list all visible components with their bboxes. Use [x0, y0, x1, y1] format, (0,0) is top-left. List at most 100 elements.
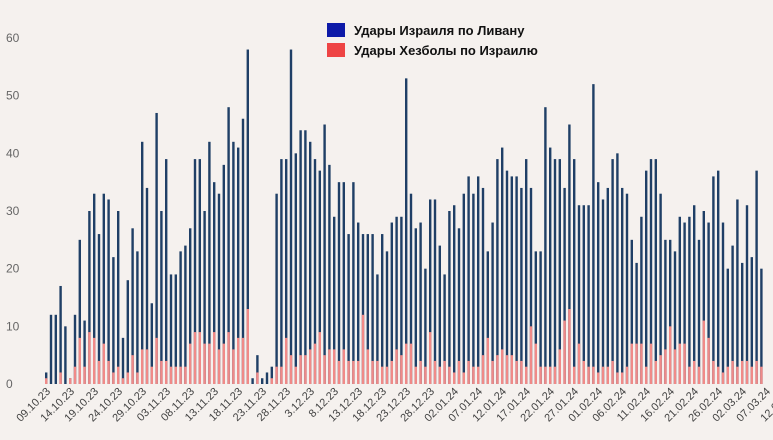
bar-hezbollah — [150, 366, 153, 384]
bar-hezbollah — [328, 349, 331, 384]
bar-israel — [649, 159, 653, 384]
bar-israel — [361, 234, 365, 384]
bar-israel — [741, 262, 744, 384]
bar-hezbollah — [640, 343, 643, 384]
bar-israel — [755, 170, 758, 384]
bar-israel — [246, 49, 249, 385]
bar-hezbollah — [117, 366, 120, 384]
bar-hezbollah — [501, 349, 504, 384]
legend-label-israel: Удары Израиля по Ливану — [354, 23, 525, 38]
bar-hezbollah — [693, 360, 696, 384]
bar-israel — [160, 211, 163, 384]
bar-hezbollah — [597, 372, 600, 384]
bar-hezbollah — [304, 355, 307, 384]
bar-hezbollah — [227, 332, 230, 384]
bar-hezbollah — [232, 349, 235, 384]
bar-israel — [462, 193, 465, 384]
bar-israel — [371, 234, 374, 384]
bar-hezbollah — [217, 349, 221, 384]
bar-hezbollah — [313, 343, 317, 384]
bar-israel — [88, 211, 91, 384]
legend: Удары Израиля по Ливану Удары Хезболы по… — [327, 23, 538, 58]
bar-israel — [299, 130, 302, 384]
bar-hezbollah — [573, 366, 576, 384]
bar-israel — [64, 326, 67, 384]
bar-israel — [549, 147, 552, 384]
bar-israel — [515, 176, 518, 384]
bar-hezbollah — [189, 343, 192, 384]
bar-hezbollah — [741, 360, 744, 384]
bar-israel — [409, 193, 413, 384]
bar-hezbollah — [107, 360, 110, 384]
bar-hezbollah — [112, 372, 115, 384]
bar-hezbollah — [270, 378, 273, 384]
bar-israel — [721, 222, 725, 384]
bar-israel — [553, 159, 557, 384]
bar-hezbollah — [289, 355, 293, 384]
bar-hezbollah — [616, 372, 619, 384]
bar-hezbollah — [755, 360, 758, 384]
bar-hezbollah — [83, 366, 86, 384]
bar-israel — [558, 159, 561, 384]
bar-israel — [217, 193, 221, 384]
bar-hezbollah — [721, 372, 725, 384]
bar-israel — [438, 245, 441, 384]
bar-hezbollah — [654, 360, 657, 384]
bar-hezbollah — [366, 349, 369, 384]
bar-israel — [467, 176, 470, 384]
bar-hezbollah — [544, 366, 547, 384]
bar-israel — [117, 211, 120, 384]
bar-hezbollah — [707, 337, 710, 384]
bar-hezbollah — [750, 366, 753, 384]
bar-hezbollah — [198, 332, 201, 384]
bar-israel — [736, 199, 739, 384]
bar-israel — [654, 159, 657, 384]
bar-israel — [256, 355, 259, 384]
bar-hezbollah — [515, 360, 518, 384]
bar-israel — [731, 245, 734, 384]
bar-hezbollah — [448, 366, 451, 384]
legend-swatch-hezbollah — [327, 43, 345, 57]
bar-hezbollah — [745, 360, 749, 384]
bar-israel — [544, 107, 547, 384]
bar-israel — [78, 239, 81, 384]
bar-hezbollah — [93, 337, 96, 384]
bar-israel — [145, 187, 149, 384]
bar-hezbollah — [568, 309, 571, 384]
bar-israel — [611, 159, 614, 384]
bar-israel — [241, 118, 245, 384]
bar-israel — [285, 159, 288, 384]
bar-israel — [357, 222, 360, 384]
bar-israel — [261, 378, 264, 384]
bar-hezbollah — [625, 366, 629, 384]
bar-hezbollah — [702, 320, 705, 384]
bar-israel — [150, 303, 153, 384]
bar-israel — [318, 170, 321, 384]
bar-hezbollah — [59, 372, 62, 384]
bar-hezbollah — [169, 366, 173, 384]
bar-hezbollah — [381, 366, 384, 384]
bar-israel — [525, 159, 528, 384]
bar-israel — [83, 320, 86, 384]
bar-israel — [717, 170, 720, 384]
bar-israel — [131, 228, 134, 384]
bar-hezbollah — [88, 332, 91, 384]
bar-israel — [616, 153, 619, 384]
bar-hezbollah — [400, 355, 403, 384]
bar-hezbollah — [491, 360, 494, 384]
bar-hezbollah — [582, 360, 585, 384]
bar-hezbollah — [481, 355, 485, 384]
bar-israel — [577, 205, 581, 384]
bar-hezbollah — [510, 355, 513, 384]
bar-israel — [280, 159, 283, 384]
bar-hezbollah — [414, 366, 417, 384]
bar-israel — [745, 205, 749, 384]
bar-hezbollah — [736, 366, 739, 384]
bar-hezbollah — [601, 366, 605, 384]
bar-israel — [453, 205, 456, 384]
bar-israel — [141, 141, 144, 384]
bar-hezbollah — [241, 337, 245, 384]
bar-israel — [443, 274, 446, 384]
bar-hezbollah — [376, 360, 379, 384]
bar-hezbollah — [141, 349, 144, 384]
